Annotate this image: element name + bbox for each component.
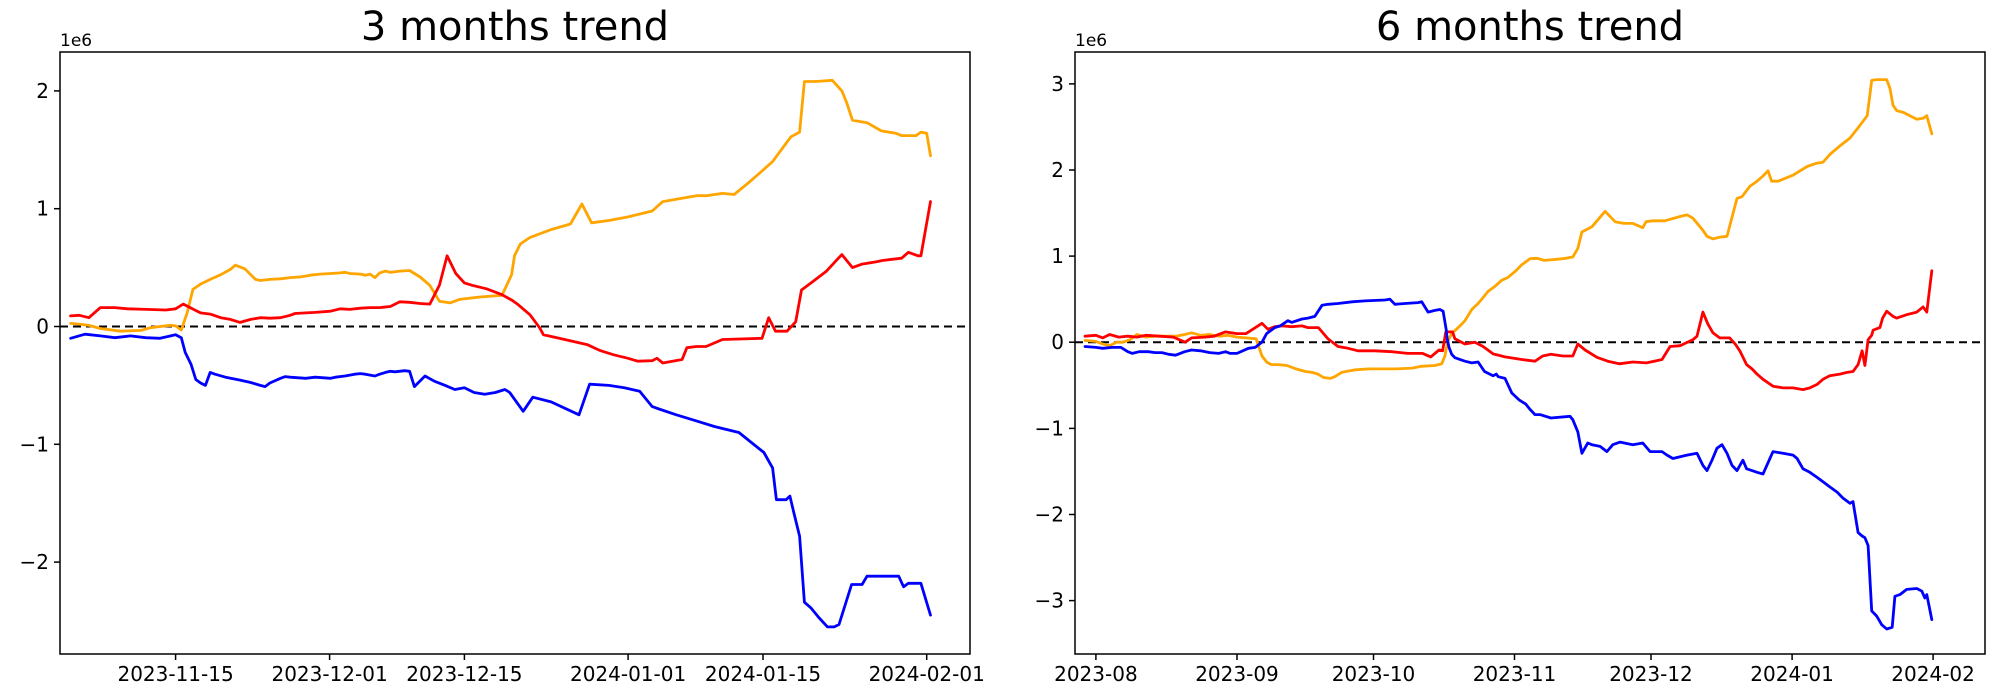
x-tick-label: 2024-01-01	[570, 662, 686, 686]
y-tick-label: −2	[1035, 503, 1064, 527]
y-tick-label: 0	[36, 315, 49, 339]
x-tick-label: 2023-12-01	[271, 662, 387, 686]
y-axis-offset-label: 1e6	[60, 31, 92, 51]
y-tick-label: 0	[1051, 330, 1064, 354]
y-tick-label: −1	[20, 432, 49, 456]
series-orange	[1083, 78, 1934, 380]
y-tick-label: 1	[1051, 244, 1064, 268]
x-tick-label: 2023-10	[1332, 662, 1416, 686]
plot-border	[59, 51, 971, 655]
chart-title: 3 months trend	[361, 4, 669, 50]
chart-3-months-trend: 2023-11-15 2023-12-01 2023-12-15 2024-01-01…	[20, 4, 985, 686]
x-tick-label: 2023-12	[1609, 662, 1693, 686]
y-tick-label: 2	[36, 79, 49, 103]
chart-6-months-trend: 2023-08 2023-09 2023-10 2023-11 2023-12 2024-…	[1035, 4, 1986, 686]
x-tick-label: 2023-08	[1054, 662, 1138, 686]
x-tick-label: 2024-01	[1750, 662, 1834, 686]
y-tick-label: 1	[36, 197, 49, 221]
y-tick-label: −3	[1035, 589, 1064, 613]
x-tick-label: 2024-02	[1891, 662, 1975, 686]
x-tick-label: 2023-09	[1195, 662, 1279, 686]
plot-border	[1074, 51, 1986, 655]
x-tick-label: 2023-12-15	[406, 662, 522, 686]
x-tick-label: 2024-01-15	[705, 662, 821, 686]
y-tick-label: 2	[1051, 158, 1064, 182]
x-tick-label: 2023-11	[1473, 662, 1557, 686]
y-axis-offset-label: 1e6	[1075, 31, 1107, 51]
x-tick-label: 2023-11-15	[117, 662, 233, 686]
y-tick-label: −1	[1035, 416, 1064, 440]
y-tick-label: 3	[1051, 72, 1064, 96]
series-blue	[1083, 297, 1934, 631]
x-tick-label: 2024-02-01	[869, 662, 985, 686]
series-red	[69, 200, 932, 365]
series-orange	[69, 78, 932, 333]
y-tick-label: −2	[20, 550, 49, 574]
series-blue	[69, 332, 932, 629]
series-red	[1083, 269, 1934, 392]
chart-title: 6 months trend	[1376, 4, 1684, 50]
